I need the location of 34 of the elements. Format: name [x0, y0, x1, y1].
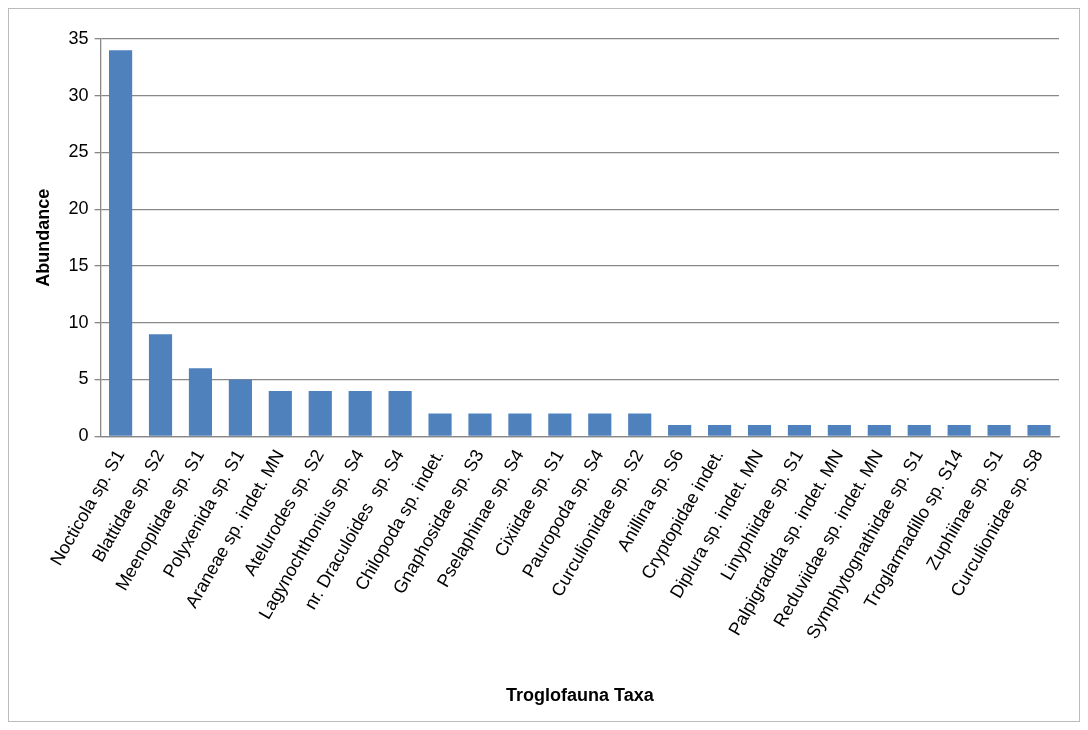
bar: [268, 390, 292, 436]
bar: [987, 424, 1011, 436]
bar: [1027, 424, 1051, 436]
bar: [827, 424, 851, 436]
bar: [628, 413, 652, 436]
x-axis-title: Troglofauna Taxa: [505, 685, 655, 706]
y-tick-label: 20: [68, 198, 89, 219]
bar: [388, 390, 412, 436]
bar: [188, 368, 213, 436]
y-axis-title: Abundance: [32, 188, 53, 287]
bar: [308, 390, 332, 436]
bar: [787, 424, 812, 436]
y-tick-label: 5: [78, 368, 89, 389]
bar: [508, 413, 532, 436]
bar: [148, 334, 173, 436]
bar: [707, 424, 732, 436]
bar: [109, 50, 133, 436]
bar: [947, 424, 971, 436]
y-tick-label: 25: [68, 141, 89, 162]
bar: [228, 379, 252, 436]
bar: [428, 413, 452, 436]
y-tick-label: 0: [78, 425, 89, 446]
bar: [907, 424, 931, 436]
bar: [468, 413, 492, 436]
bar: [588, 413, 612, 436]
bar: [348, 390, 372, 436]
bar: [668, 424, 692, 436]
bar: [548, 413, 572, 436]
y-tick-label: 30: [68, 84, 89, 105]
y-tick-label: 15: [68, 254, 89, 275]
bar: [867, 424, 891, 436]
bar: [747, 424, 772, 436]
y-tick-label: 10: [68, 311, 89, 332]
y-tick-label: 35: [68, 27, 89, 48]
